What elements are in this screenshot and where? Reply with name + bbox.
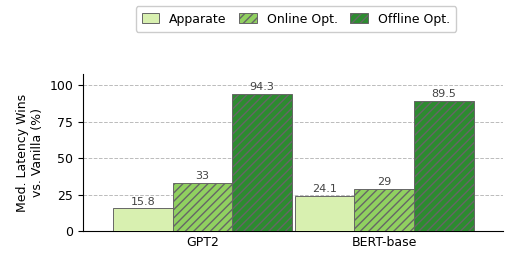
Text: 29: 29 (377, 177, 391, 187)
Bar (113, 208, 172, 231)
Text: 89.5: 89.5 (431, 89, 456, 99)
Bar (233, 94, 292, 231)
Text: 33: 33 (196, 171, 209, 181)
Bar (414, 101, 474, 231)
Bar (295, 196, 354, 231)
Text: 94.3: 94.3 (250, 82, 275, 92)
Text: 24.1: 24.1 (312, 184, 337, 194)
Bar (172, 183, 233, 231)
Text: 15.8: 15.8 (130, 197, 155, 207)
Bar (354, 189, 414, 231)
Y-axis label: Med. Latency Wins
vs. Vanilla (%): Med. Latency Wins vs. Vanilla (%) (16, 93, 44, 212)
Legend: Apparate, Online Opt., Offline Opt.: Apparate, Online Opt., Offline Opt. (135, 6, 456, 32)
